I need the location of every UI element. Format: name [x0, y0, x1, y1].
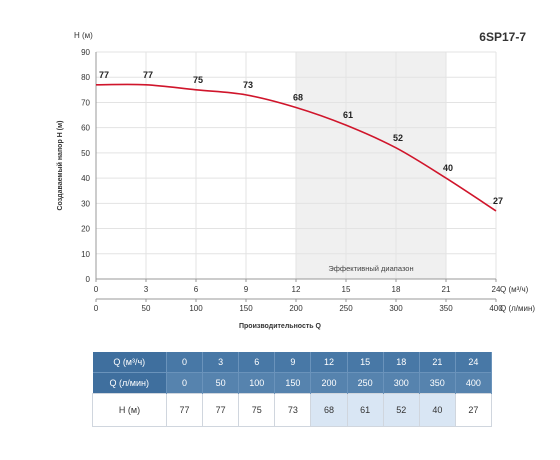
table-cell: 27 — [454, 393, 493, 427]
y-unit-label: Н (м) — [74, 31, 93, 40]
x2-tick-label: 350 — [439, 304, 453, 313]
table-cell: 0 — [166, 372, 204, 394]
data-label: 68 — [293, 92, 303, 102]
table-cell: 18 — [383, 352, 420, 373]
performance-curve — [95, 83, 497, 212]
efficient-range-band — [296, 52, 446, 279]
y-tick-label: 20 — [81, 225, 90, 234]
y-tick-label: 60 — [81, 124, 90, 133]
y-tick-label: 80 — [81, 73, 90, 82]
table-cell: 50 — [202, 372, 240, 394]
table-cell: 77 — [165, 393, 204, 427]
data-label: 61 — [343, 110, 353, 120]
table-cell: 73 — [274, 393, 312, 427]
x-tick-label: 12 — [292, 285, 301, 294]
table-cell: 77 — [202, 393, 240, 427]
x-tick-label: 24 — [492, 285, 501, 294]
table-row-label: Н (м) — [92, 393, 167, 427]
x-tick-label: 15 — [342, 285, 351, 294]
table-row: Н (м) 77 77 75 73 68 61 52 40 27 — [92, 393, 493, 427]
x-axis-secondary-unit: Q (л/мин) — [500, 304, 535, 313]
table-cell: 150 — [274, 372, 312, 394]
x-tick-label: 6 — [194, 285, 199, 294]
table-cell: 9 — [274, 352, 312, 373]
efficient-range-label: Эффективный диапазон — [328, 264, 413, 273]
data-label: 77 — [99, 70, 109, 80]
x2-tick-label: 250 — [339, 304, 353, 313]
x-tick-label: 0 — [94, 285, 99, 294]
table-row: Q (м³/ч) 0 3 6 9 12 15 18 21 24 — [92, 352, 493, 373]
table-row-label: Q (л/мин) — [92, 372, 167, 394]
x2-tick-label: 50 — [142, 304, 151, 313]
table-cell: 21 — [419, 352, 456, 373]
x2-tick-label: 0 — [94, 304, 99, 313]
y-tick-label: 50 — [81, 149, 90, 158]
table-cell: 40 — [418, 393, 456, 427]
table-cell: 6 — [238, 352, 276, 373]
data-label: 77 — [143, 70, 153, 80]
table-row: Q (л/мин) 0 50 100 150 200 250 300 350 400 — [92, 372, 493, 394]
performance-chart: 0 10 20 30 40 50 60 70 80 90 0 3 6 9 12 15 18 21 24 0 50 10… — [56, 31, 535, 313]
y-axis-title: Создаваемый напор Н (м) — [56, 120, 64, 210]
x-tick-label: 18 — [392, 285, 401, 294]
table-cell: 61 — [346, 393, 384, 427]
table-cell: 350 — [419, 372, 456, 394]
y-tick-label: 70 — [81, 98, 90, 107]
x-tick-label: 9 — [244, 285, 249, 294]
x2-tick-label: 150 — [239, 304, 253, 313]
table-cell: 250 — [347, 372, 384, 394]
performance-table: Q (м³/ч) 0 3 6 9 12 15 18 21 24 Q (л/мин) 0 50 100 150… — [92, 352, 493, 427]
table-cell: 75 — [238, 393, 276, 427]
y-tick-label: 90 — [81, 48, 90, 57]
x-axis-title: Производительность Q — [238, 323, 321, 330]
x2-tick-label: 400 — [489, 304, 503, 313]
data-label: 73 — [243, 80, 253, 90]
table-cell: 15 — [347, 352, 384, 373]
table-cell: 3 — [202, 352, 240, 373]
y-tick-label: 10 — [81, 250, 90, 259]
table-cell: 24 — [455, 352, 493, 373]
x2-tick-label: 200 — [289, 304, 303, 313]
table-cell: 400 — [455, 372, 493, 394]
y-tick-label: 30 — [81, 199, 90, 208]
y-tick-label: 0 — [86, 275, 91, 284]
table-cell: 52 — [382, 393, 420, 427]
x-tick-label: 3 — [144, 285, 149, 294]
table-cell: 100 — [238, 372, 276, 394]
table-cell: 12 — [310, 352, 348, 373]
table-row-label: Q (м³/ч) — [92, 352, 167, 373]
data-label: 52 — [393, 133, 403, 143]
model-name: 6SP17-7 — [479, 30, 526, 44]
x-axis-primary-unit: Q (м³/ч) — [500, 285, 529, 294]
x2-tick-label: 300 — [389, 304, 403, 313]
table-cell: 0 — [166, 352, 204, 373]
y-tick-label: 40 — [81, 174, 90, 183]
x-tick-label: 21 — [442, 285, 451, 294]
data-label: 40 — [443, 163, 453, 173]
table-cell: 68 — [310, 393, 348, 427]
table-cell: 300 — [383, 372, 420, 394]
table-cell: 200 — [310, 372, 348, 394]
data-label: 27 — [493, 196, 503, 206]
data-label: 75 — [193, 75, 203, 85]
x2-tick-label: 100 — [189, 304, 203, 313]
